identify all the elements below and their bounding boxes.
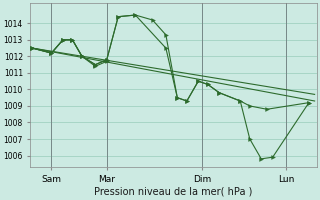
X-axis label: Pression niveau de la mer( hPa ): Pression niveau de la mer( hPa )	[94, 187, 253, 197]
